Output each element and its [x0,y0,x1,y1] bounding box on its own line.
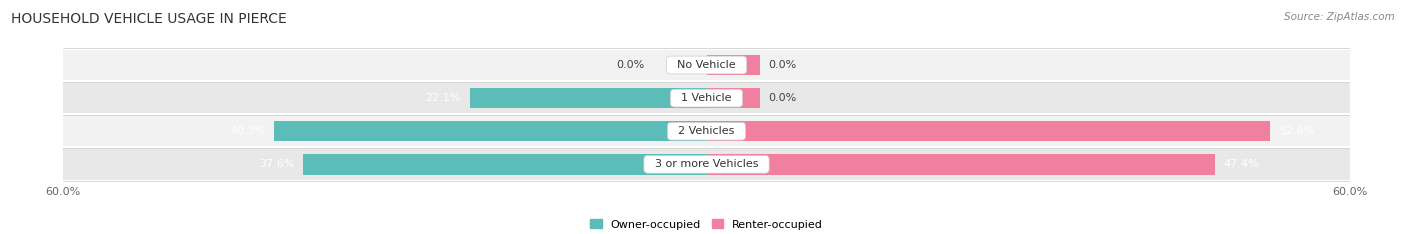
Bar [707,88,761,108]
Text: HOUSEHOLD VEHICLE USAGE IN PIERCE: HOUSEHOLD VEHICLE USAGE IN PIERCE [11,12,287,26]
Text: No Vehicle: No Vehicle [671,60,742,70]
Text: 40.3%: 40.3% [231,126,266,136]
Text: 37.6%: 37.6% [260,159,295,169]
Text: 1 Vehicle: 1 Vehicle [675,93,738,103]
Text: 0.0%: 0.0% [769,93,797,103]
Bar [707,55,761,75]
Text: 0.0%: 0.0% [616,60,644,70]
Bar [707,154,1215,175]
Bar [63,149,1350,179]
Text: 47.4%: 47.4% [1223,159,1258,169]
Bar [63,83,1350,113]
Text: Source: ZipAtlas.com: Source: ZipAtlas.com [1284,12,1395,22]
Text: 3 or more Vehicles: 3 or more Vehicles [648,159,765,169]
Bar [274,121,707,142]
Bar [707,121,1271,142]
Text: 0.0%: 0.0% [769,60,797,70]
Bar [470,88,707,108]
Text: 52.6%: 52.6% [1279,126,1315,136]
Text: 2 Vehicles: 2 Vehicles [671,126,742,136]
Bar [63,116,1350,146]
Bar [63,50,1350,80]
Bar [304,154,707,175]
Legend: Owner-occupied, Renter-occupied: Owner-occupied, Renter-occupied [586,215,827,234]
Text: 22.1%: 22.1% [426,93,461,103]
